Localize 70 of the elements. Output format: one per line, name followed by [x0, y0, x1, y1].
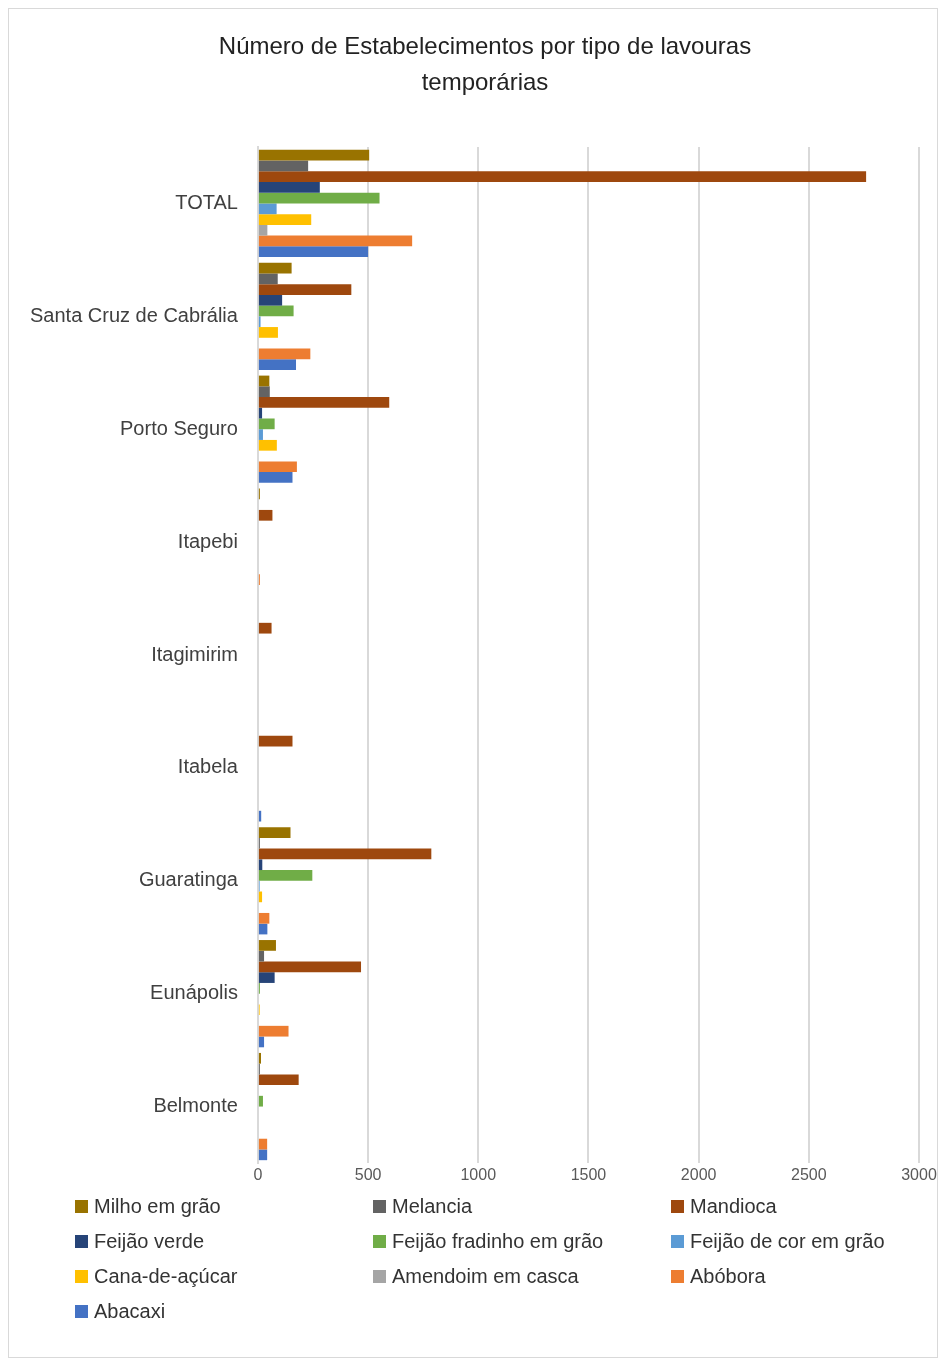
- y-tick-label: Itabela: [177, 755, 239, 778]
- x-tick-label: 1000: [460, 1166, 497, 1184]
- bar: [258, 171, 867, 182]
- y-tick-label: Itagimirim: [151, 642, 238, 665]
- bar: [258, 149, 370, 161]
- bar: [258, 1052, 261, 1064]
- bar: [258, 940, 276, 951]
- bar: [258, 182, 320, 193]
- bar: [258, 1138, 268, 1150]
- bar: [258, 273, 278, 285]
- bar: [258, 827, 291, 838]
- x-tick-label: 0: [253, 1166, 263, 1184]
- legend-label: Abóbora: [690, 1265, 766, 1288]
- bar: [258, 203, 277, 215]
- bar: [258, 224, 268, 236]
- y-tick-label: Itapebi: [177, 529, 238, 552]
- x-tick-label: 3000: [901, 1166, 937, 1184]
- bar: [258, 972, 275, 983]
- bar: [258, 1095, 263, 1107]
- legend-label: Cana-de-açúcar: [94, 1265, 238, 1288]
- bar: [258, 472, 293, 483]
- legend-label: Abacaxi: [94, 1300, 166, 1323]
- bar: [258, 235, 413, 247]
- x-tick-label: 1500: [570, 1166, 607, 1184]
- bar: [258, 1074, 299, 1086]
- bar: [258, 246, 369, 258]
- bar: [258, 359, 297, 370]
- y-tick-label: Belmonte: [153, 1094, 238, 1117]
- bar: [258, 735, 293, 747]
- legend-label: Feijão fradinho em grão: [392, 1230, 604, 1253]
- legend-label: Feijão de cor em grão: [690, 1230, 885, 1253]
- bar: [258, 848, 432, 860]
- bar: [258, 386, 270, 398]
- bar: [258, 509, 273, 521]
- bar: [258, 1025, 289, 1037]
- y-tick-label: Santa Cruz de Cabrália: [30, 303, 239, 326]
- bar: [258, 397, 390, 408]
- bar: [258, 327, 278, 338]
- bar: [258, 429, 263, 440]
- bar: [258, 461, 297, 473]
- bar: [258, 1036, 265, 1048]
- y-tick-label: Guaratinga: [138, 868, 239, 891]
- bar: [258, 870, 313, 881]
- bar: [258, 961, 362, 973]
- bar: [258, 294, 283, 306]
- legend-label: Feijão verde: [94, 1230, 205, 1253]
- bar: [258, 439, 277, 451]
- bar: [258, 262, 292, 274]
- y-tick-label: TOTAL: [175, 190, 238, 213]
- bar: [258, 305, 294, 317]
- bar: [258, 418, 275, 430]
- legend-label: Mandioca: [690, 1195, 777, 1218]
- x-tick-label: 2500: [791, 1166, 827, 1184]
- chart-title: Número de Estabelecimentos por tipo de lavouras temporárias: [217, 31, 753, 97]
- bar: [258, 912, 270, 924]
- bar: [258, 192, 380, 204]
- bar: [258, 284, 352, 295]
- x-tick-label: 2000: [680, 1166, 717, 1184]
- legend-label: Milho em grão: [94, 1195, 221, 1218]
- y-tick-label: Porto Seguro: [120, 416, 238, 439]
- bar: [258, 348, 311, 360]
- y-tick-label: Eunápolis: [150, 981, 238, 1004]
- bar: [258, 160, 309, 172]
- bar: [258, 1149, 268, 1161]
- bar: [258, 622, 272, 634]
- bar: [258, 214, 312, 225]
- x-tick-label: 500: [354, 1166, 382, 1184]
- legend-label: Melancia: [392, 1195, 473, 1218]
- bar: [258, 950, 265, 962]
- legend-label: Amendoim em casca: [392, 1265, 579, 1288]
